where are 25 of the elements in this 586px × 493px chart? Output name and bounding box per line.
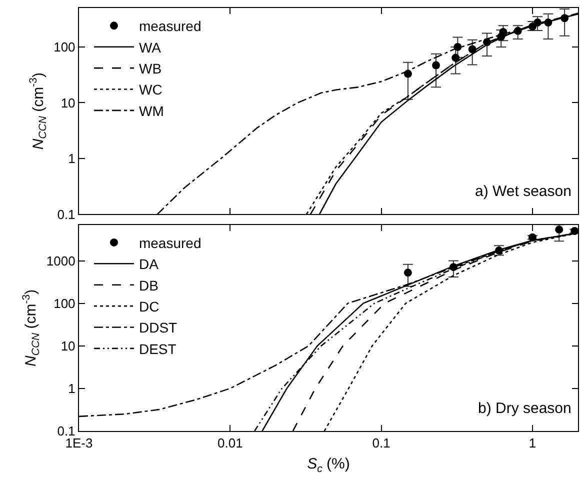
x-axis-title: S$_{c}$ (%): [307, 456, 350, 475]
y-tick-label: 10: [60, 338, 76, 354]
y-tick-label: 10: [60, 95, 76, 110]
annotation: b) Dry season: [478, 400, 572, 417]
legend-label: DEST: [138, 340, 177, 357]
x-tick-label: 0.01: [218, 436, 243, 451]
y-tick-label: 1000: [46, 253, 76, 268]
x-tick-label: 1: [528, 436, 536, 451]
legend-label: WC: [138, 82, 162, 98]
legend-label: DB: [138, 277, 158, 294]
x-tick-label: 0.1: [372, 436, 390, 451]
legend-label: WA: [138, 39, 162, 56]
legend-label: DA: [138, 256, 160, 272]
y-tick-label: 0.1: [57, 206, 76, 222]
legend-label: measured: [138, 18, 202, 34]
legend-label: WB: [138, 60, 162, 77]
legend-label: DC: [138, 298, 160, 315]
y-tick-label: 100: [54, 296, 76, 311]
y-tick-label: 100: [54, 40, 76, 55]
legend-label: WM: [138, 102, 164, 119]
y-tick-label: 1: [68, 151, 76, 166]
annotation: a) Wet season: [475, 183, 572, 200]
y-tick-label: 1: [68, 380, 76, 396]
legend-label: DDST: [138, 320, 178, 336]
legend-label: measured: [138, 234, 202, 251]
